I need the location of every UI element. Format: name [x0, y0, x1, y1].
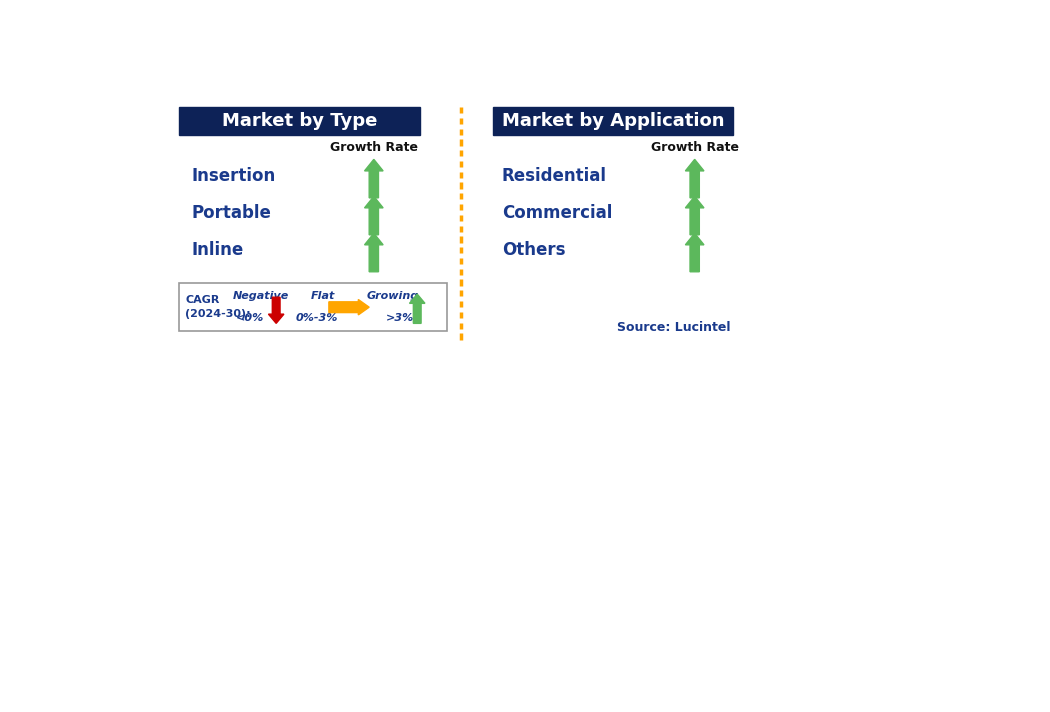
- FancyArrow shape: [364, 197, 383, 235]
- Bar: [180, 107, 420, 135]
- Text: Growing: Growing: [366, 290, 419, 300]
- Text: Source: Lucintel: Source: Lucintel: [617, 322, 731, 335]
- FancyArrow shape: [410, 294, 425, 323]
- FancyArrow shape: [364, 159, 383, 198]
- Text: Flat: Flat: [311, 290, 335, 300]
- Text: Residential: Residential: [502, 167, 607, 185]
- FancyArrow shape: [686, 234, 704, 272]
- FancyArrow shape: [686, 159, 704, 198]
- Text: Insertion: Insertion: [192, 167, 276, 185]
- Text: >3%: >3%: [386, 313, 415, 323]
- Text: Growth Rate: Growth Rate: [330, 140, 418, 154]
- Text: Market by Type: Market by Type: [222, 112, 377, 130]
- Text: Others: Others: [502, 241, 565, 259]
- Text: Commercial: Commercial: [502, 204, 612, 222]
- FancyArrow shape: [686, 197, 704, 235]
- Text: Growth Rate: Growth Rate: [651, 140, 739, 154]
- FancyArrow shape: [329, 300, 370, 315]
- Bar: [494, 107, 733, 135]
- Text: Inline: Inline: [192, 241, 244, 259]
- Text: 0%-3%: 0%-3%: [295, 313, 338, 323]
- Bar: [180, 283, 446, 331]
- FancyArrow shape: [269, 297, 284, 323]
- Text: <0%: <0%: [235, 313, 264, 323]
- Text: Negative: Negative: [232, 290, 289, 300]
- Text: CAGR
(2024-30):: CAGR (2024-30):: [186, 295, 251, 319]
- Text: Portable: Portable: [192, 204, 272, 222]
- Text: Market by Application: Market by Application: [502, 112, 724, 130]
- FancyArrow shape: [364, 234, 383, 272]
